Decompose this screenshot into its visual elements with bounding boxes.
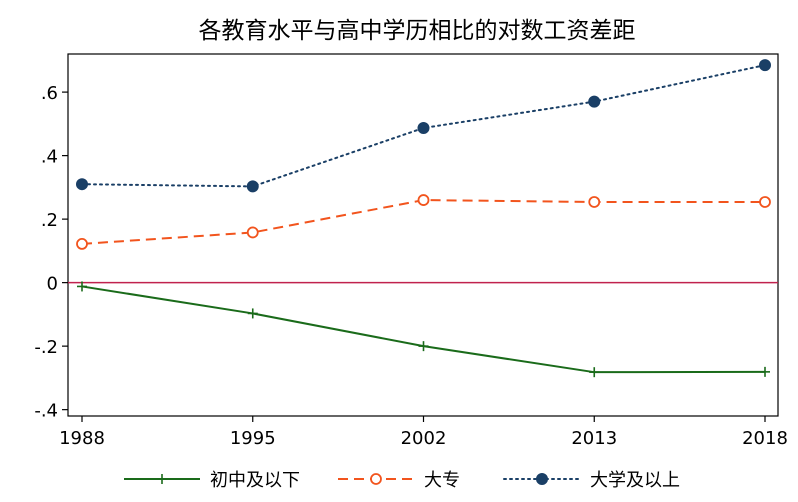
data-point	[589, 367, 600, 378]
data-point	[588, 95, 601, 108]
data-point	[760, 366, 770, 377]
series-1	[77, 281, 770, 378]
data-point	[759, 59, 771, 72]
legend-marker	[536, 473, 548, 485]
y-tick-label: -.2	[34, 337, 58, 358]
data-point	[417, 121, 430, 134]
legend: 初中及以下 大专 大学及以上	[124, 470, 680, 491]
y-tick-label: .4	[41, 147, 58, 168]
legend-marker	[157, 474, 167, 484]
series-line	[81, 285, 766, 374]
data-point	[76, 178, 88, 191]
series-3	[76, 59, 771, 193]
x-axis: 1988 1995 2002 2013 2018	[59, 416, 788, 449]
series-2	[76, 194, 771, 250]
series-line	[81, 199, 765, 245]
y-tick-label: .2	[41, 210, 58, 231]
x-tick-label: 1995	[230, 428, 276, 449]
legend-label: 大学及以上	[590, 470, 680, 491]
x-tick-label: 2013	[571, 428, 617, 449]
x-tick-label: 1988	[59, 428, 105, 449]
data-point	[759, 196, 771, 208]
data-point	[418, 341, 429, 352]
data-point	[76, 237, 88, 250]
legend-label: 初中及以下	[210, 470, 300, 491]
x-tick-label: 2002	[401, 428, 447, 449]
y-tick-label: -.4	[34, 401, 58, 422]
series-layer	[76, 59, 771, 378]
plot-border	[67, 53, 779, 417]
data-point	[247, 308, 258, 319]
data-point	[77, 281, 87, 292]
data-point	[246, 180, 259, 193]
legend-item: 初中及以下	[124, 470, 300, 491]
data-point	[588, 196, 601, 208]
series-line	[81, 64, 766, 188]
data-point	[246, 226, 259, 239]
legend-marker	[370, 473, 382, 485]
data-point	[417, 194, 430, 206]
plot-area	[67, 53, 779, 417]
y-tick-label: .6	[41, 83, 58, 104]
legend-label: 大专	[424, 470, 460, 491]
x-tick-label: 2018	[742, 428, 788, 449]
y-tick-label: 0	[47, 274, 58, 295]
chart-title: 各教育水平与高中学历相比的对数工资差距	[199, 18, 636, 44]
y-axis: .6 .4 .2 0 -.2 -.4	[34, 83, 68, 422]
legend-item: 大专	[338, 470, 460, 491]
legend-item: 大学及以上	[503, 470, 680, 491]
